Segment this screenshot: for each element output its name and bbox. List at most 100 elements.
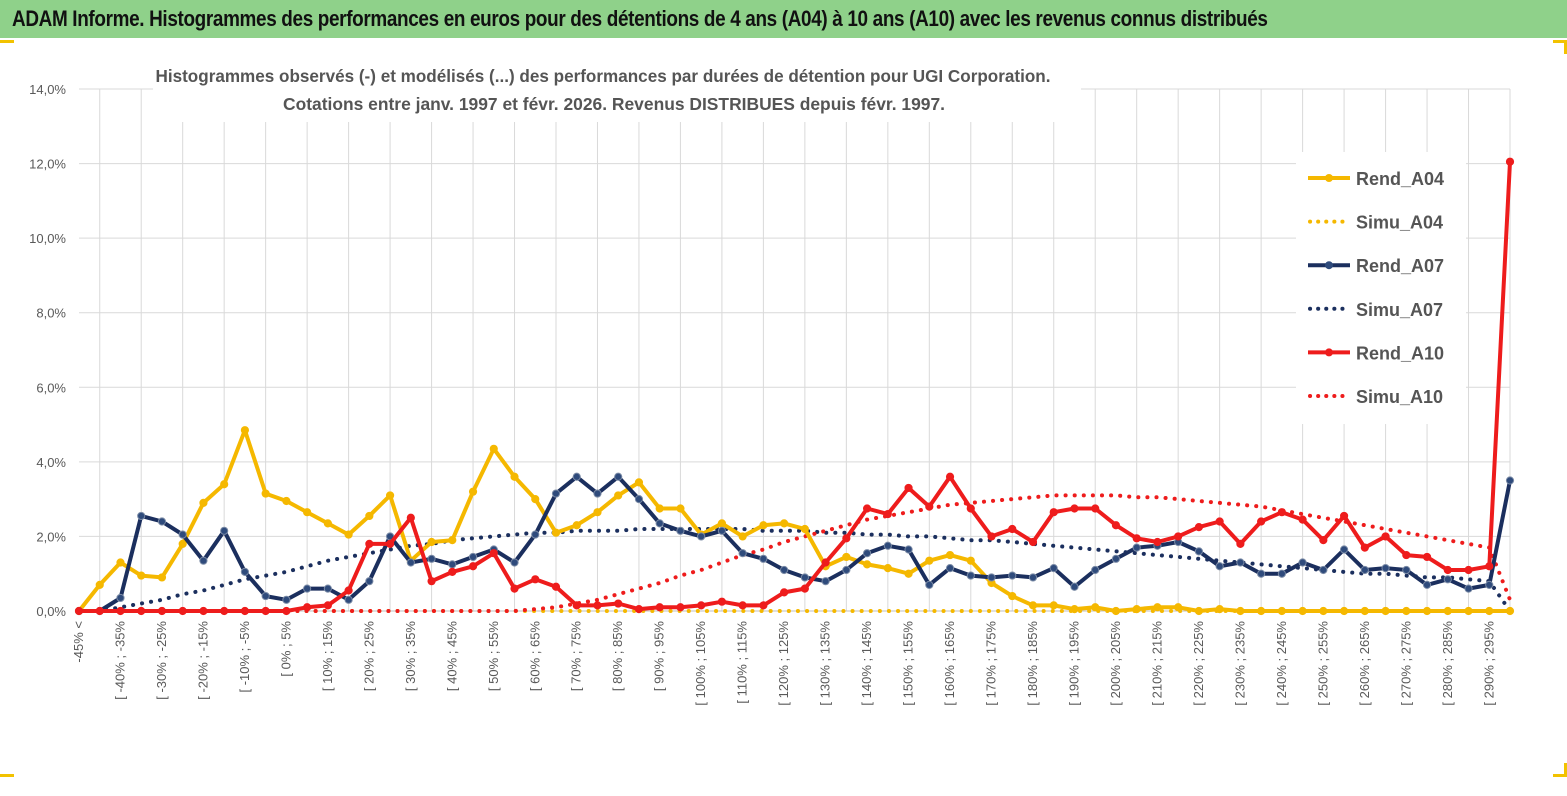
- rend-a10-point: [1319, 536, 1328, 545]
- rend-a04-point: [1236, 606, 1245, 616]
- rend-a10-point: [676, 603, 685, 612]
- rend-a07-point: [780, 565, 789, 575]
- x-tick-label: [ 230% ; 235%: [1232, 621, 1247, 706]
- rend-a10-point: [365, 539, 374, 548]
- rend-a10-point: [240, 606, 250, 616]
- rend-a10-point: [634, 605, 644, 614]
- rend-a04-point: [489, 444, 498, 453]
- rend-a04-point: [1111, 606, 1121, 616]
- rend-a10-point: [261, 606, 270, 616]
- rend-a04-point: [199, 498, 208, 507]
- rend-a10-point: [74, 606, 84, 616]
- x-tick-label: [ 70% ; 75%: [569, 621, 584, 692]
- rend-a10-point: [1111, 521, 1121, 530]
- rend-a10-point: [1485, 562, 1494, 571]
- rend-a07-point: [1505, 476, 1515, 485]
- rend-a07-point: [448, 560, 457, 569]
- rend-a07-point: [1339, 545, 1349, 554]
- rend-a10-point: [780, 588, 789, 597]
- rend-a07-point: [1298, 558, 1307, 567]
- rend-a07-point: [282, 595, 291, 604]
- rend-a04-point: [655, 504, 664, 513]
- rend-a07-point: [1215, 562, 1224, 571]
- rend-a10-point: [1298, 515, 1307, 524]
- rend-a04-point: [1070, 605, 1079, 614]
- rend-a04-point: [1381, 606, 1390, 616]
- rend-a07-line: [77, 474, 1512, 613]
- rend-a07-point: [862, 549, 872, 558]
- rend-a07-point: [1277, 569, 1286, 578]
- rend-a07-point: [510, 558, 519, 567]
- rend-a04-point: [1319, 606, 1328, 616]
- rend-a10-point: [489, 549, 498, 558]
- rend-a10-point: [883, 509, 892, 519]
- rend-a04-point: [178, 539, 187, 548]
- rend-a04-point: [240, 426, 250, 435]
- rend-a10-point: [614, 599, 623, 608]
- rend-a07-point: [1402, 565, 1411, 575]
- gridlines: [79, 88, 1511, 612]
- rend-a10-point: [1422, 552, 1432, 562]
- rend-a04-point: [1153, 603, 1162, 612]
- rend-a04-point: [966, 556, 975, 565]
- rend-a10-point: [1153, 537, 1162, 547]
- rend-a10-point: [385, 539, 395, 548]
- x-tick-label: [ -40% ; -35%: [112, 621, 127, 700]
- rend-a04-point: [303, 508, 312, 517]
- rend-a04-point: [1298, 606, 1307, 616]
- rend-a07-point: [634, 495, 644, 504]
- legend-marker-rend-a07: [1325, 261, 1333, 270]
- rend-a10-point: [323, 601, 332, 610]
- rend-a07-point: [427, 554, 436, 563]
- rend-a07-point: [1132, 543, 1141, 552]
- rend-a04-point: [1505, 606, 1515, 616]
- rend-a10-point: [95, 606, 104, 616]
- rend-a07-point: [1443, 575, 1452, 584]
- rend-a07-point: [1091, 565, 1100, 575]
- rend-a04-point: [634, 478, 644, 487]
- rend-a04-point: [842, 552, 851, 562]
- rend-a07-point: [759, 554, 768, 563]
- x-tick-label: [ 110% ; 115%: [735, 621, 750, 704]
- y-tick-label: 0,0%: [36, 604, 66, 619]
- x-axis: -45% < [ -40% ; -35% [ -30% ; -25% [ -20% ;…: [71, 621, 1496, 706]
- rend-a10-point: [510, 584, 519, 593]
- rend-a07-point: [904, 545, 913, 554]
- x-tick-label: [ 150% ; 155%: [901, 621, 916, 706]
- rend-a04-point: [116, 558, 125, 567]
- rend-a07-point: [925, 580, 934, 590]
- rend-a07-point: [178, 530, 187, 539]
- rend-a07-point: [1028, 573, 1038, 582]
- rend-a10-point: [1505, 157, 1515, 166]
- rend-a04-point: [945, 550, 955, 560]
- rend-a10-point: [945, 472, 955, 481]
- rend-a04-point: [759, 521, 768, 530]
- x-tick-label: [ -20% ; -15%: [195, 621, 210, 700]
- rend-a07-point: [406, 558, 415, 567]
- rend-a10-point: [551, 582, 561, 591]
- rend-a07-point: [1049, 564, 1058, 573]
- rend-a07-point: [240, 567, 250, 576]
- rend-a07-point: [738, 549, 747, 558]
- rend-a10-point: [406, 513, 415, 522]
- rend-a10-point: [966, 504, 975, 513]
- x-tick-label: [ 80% ; 85%: [610, 621, 625, 692]
- rend-a10-point: [1028, 537, 1038, 547]
- x-tick-label: [ 160% ; 165%: [942, 621, 957, 706]
- x-tick-label: [ 60% ; 65%: [527, 621, 542, 692]
- rend-a10-point: [987, 532, 996, 541]
- rend-a04-point: [531, 495, 540, 504]
- x-tick-label: [ 180% ; 185%: [1025, 621, 1040, 706]
- rend-a04-point: [925, 556, 934, 565]
- rend-a07-point: [842, 565, 851, 575]
- rend-a10-point: [1215, 517, 1224, 526]
- x-tick-label: [ 250% ; 255%: [1315, 621, 1330, 706]
- rend-a04-point: [1277, 606, 1286, 616]
- legend-box: [1296, 152, 1466, 424]
- rend-a04-point: [1132, 605, 1141, 614]
- rend-a10-point: [1360, 543, 1369, 552]
- x-tick-label: [ 100% ; 105%: [693, 621, 708, 706]
- legend-label-simu-a07: Simu_A07: [1356, 300, 1443, 320]
- frame-corner-marker: [1553, 40, 1567, 43]
- rend-a07-point: [1111, 554, 1121, 563]
